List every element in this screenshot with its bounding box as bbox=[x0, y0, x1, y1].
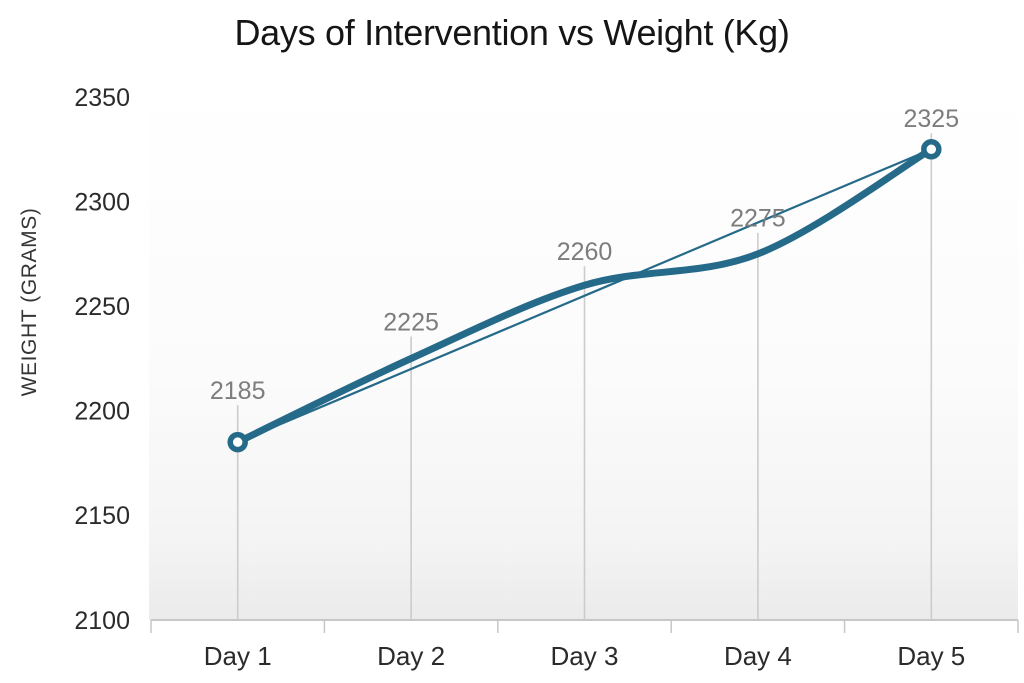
series-line bbox=[234, 145, 935, 446]
trend-line bbox=[237, 148, 932, 444]
y-tick-label: 2350 bbox=[74, 84, 130, 112]
y-tick-label: 2300 bbox=[74, 188, 130, 216]
y-tick-label: 2200 bbox=[74, 398, 130, 426]
data-label: 2225 bbox=[383, 308, 439, 336]
chart-title: Days of Intervention vs Weight (Kg) bbox=[234, 12, 790, 53]
point-marker bbox=[227, 431, 248, 453]
point-marker bbox=[921, 139, 942, 160]
data-label: 2185 bbox=[210, 377, 266, 405]
data-label: 2275 bbox=[730, 205, 786, 233]
y-tick-label: 2100 bbox=[74, 607, 130, 635]
x-tick-label: Day 3 bbox=[551, 641, 619, 671]
y-tick-label: 2250 bbox=[74, 293, 130, 321]
x-tick-label: Day 2 bbox=[377, 641, 445, 671]
plot-background bbox=[149, 85, 1018, 620]
data-label: 2325 bbox=[903, 105, 959, 133]
data-label: 2260 bbox=[557, 238, 613, 266]
x-tick-label: Day 5 bbox=[897, 641, 965, 671]
x-tick-label: Day 1 bbox=[204, 641, 272, 671]
y-tick-label: 2150 bbox=[74, 502, 130, 530]
x-tick-label: Day 4 bbox=[724, 641, 792, 671]
